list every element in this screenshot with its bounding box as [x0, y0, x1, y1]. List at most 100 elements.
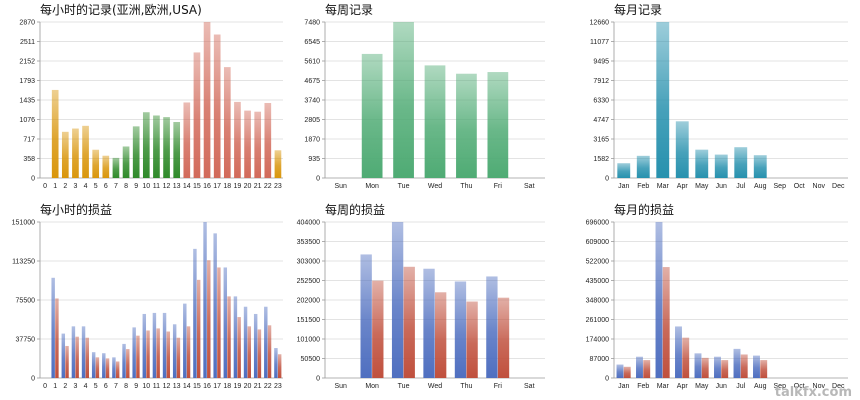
y-tick-label: 6330: [593, 98, 609, 105]
y-tick-label: 2870: [19, 20, 35, 27]
bar: [277, 354, 282, 378]
bar: [274, 348, 278, 378]
x-tick-label: Jul: [736, 383, 745, 390]
y-tick-label: 87000: [590, 356, 610, 363]
x-tick-label: Sep: [774, 383, 787, 390]
x-tick-label: May: [695, 383, 709, 390]
x-tick-label: 20: [244, 183, 252, 190]
bar: [132, 327, 136, 378]
monthly-profit-chart: 每月的损益 0 87000 174000 261000 348000 435000 52200…: [586, 202, 848, 390]
bar: [264, 306, 268, 378]
x-tick-label: Sep: [774, 183, 787, 190]
y-tick-label: 151000: [12, 220, 35, 227]
bar: [257, 329, 262, 378]
y-tick-label: 113250: [12, 259, 35, 266]
x-tick-label: Wed: [428, 183, 442, 190]
x-tick-label: 19: [234, 383, 242, 390]
x-tick-label: Feb: [637, 183, 649, 190]
y-tick-label: 4675: [304, 78, 320, 85]
x-tick-label: 2: [63, 383, 67, 390]
bar: [102, 155, 110, 178]
x-tick-label: 10: [142, 183, 150, 190]
bar: [753, 355, 760, 378]
bar: [136, 335, 140, 378]
x-tick-label: Jul: [736, 183, 745, 190]
bar: [166, 331, 171, 378]
x-tick-label: 15: [193, 383, 201, 390]
bar: [81, 326, 86, 378]
bar: [126, 349, 130, 378]
x-tick-label: Jun: [716, 183, 727, 190]
y-tick-label: 252500: [297, 278, 320, 285]
x-tick-label: 16: [203, 183, 211, 190]
bar: [55, 298, 59, 378]
x-tick-label: Fri: [494, 383, 503, 390]
y-tick-label: 353500: [297, 239, 320, 246]
x-tick-label: Mar: [657, 383, 670, 390]
bar: [740, 354, 748, 378]
y-tick-label: 5610: [304, 59, 320, 66]
x-tick-label: Jun: [716, 383, 727, 390]
bar: [51, 277, 55, 378]
y-tick-label: 1582: [593, 156, 609, 163]
x-tick-label: 21: [254, 383, 262, 390]
bar: [183, 102, 191, 178]
bar: [207, 260, 211, 378]
bar: [267, 325, 272, 378]
bar: [85, 337, 90, 378]
bar: [487, 72, 509, 178]
x-tick-label: Sat: [524, 383, 535, 390]
y-tick-label: 101000: [297, 337, 320, 344]
chart-title: 每月记录: [614, 2, 662, 17]
bar: [486, 276, 498, 378]
y-tick-label: 0: [316, 376, 320, 383]
bar: [217, 267, 221, 378]
x-tick-label: Dec: [832, 183, 845, 190]
y-tick-label: 50500: [301, 356, 321, 363]
x-tick-label: 23: [274, 383, 282, 390]
bar: [203, 22, 211, 178]
bar: [233, 296, 238, 378]
x-tick-label: 12: [163, 183, 171, 190]
x-tick-label: 6: [104, 183, 108, 190]
bar: [112, 157, 120, 178]
chart-title: 每周记录: [325, 2, 373, 17]
x-tick-label: May: [695, 183, 709, 190]
y-tick-label: 2511: [20, 39, 35, 46]
bar: [122, 343, 126, 378]
bar: [247, 326, 252, 378]
chart-title: 每周的损益: [325, 202, 385, 217]
bar: [227, 296, 231, 378]
x-tick-label: Jan: [618, 183, 629, 190]
bar: [91, 352, 96, 378]
x-tick-label: 23: [274, 183, 282, 190]
bar: [694, 353, 702, 378]
x-tick-label: 4: [84, 183, 88, 190]
bar: [423, 268, 435, 378]
bar: [105, 358, 110, 378]
bar: [82, 125, 89, 178]
x-tick-label: Nov: [813, 183, 826, 190]
bar: [714, 356, 721, 378]
bar: [223, 67, 231, 178]
y-tick-label: 1870: [304, 137, 320, 144]
x-tick-label: Sun: [334, 183, 347, 190]
bar: [753, 155, 767, 178]
y-tick-label: 935: [308, 156, 320, 163]
y-tick-label: 12660: [590, 20, 610, 27]
bar: [701, 357, 709, 378]
x-tick-label: 14: [183, 183, 191, 190]
x-tick-label: Tue: [398, 183, 410, 190]
bar: [454, 281, 467, 378]
y-tick-label: 0: [31, 176, 35, 183]
chart-title: 每小时的记录(亚洲,欧洲,USA): [40, 2, 202, 17]
x-tick-label: 22: [264, 183, 272, 190]
bar: [72, 128, 79, 178]
x-tick-label: 8: [124, 183, 128, 190]
y-tick-label: 7480: [304, 20, 320, 27]
bar: [92, 149, 100, 178]
y-tick-label: 0: [31, 376, 35, 383]
y-tick-label: 303000: [297, 259, 320, 266]
bar: [213, 233, 217, 378]
